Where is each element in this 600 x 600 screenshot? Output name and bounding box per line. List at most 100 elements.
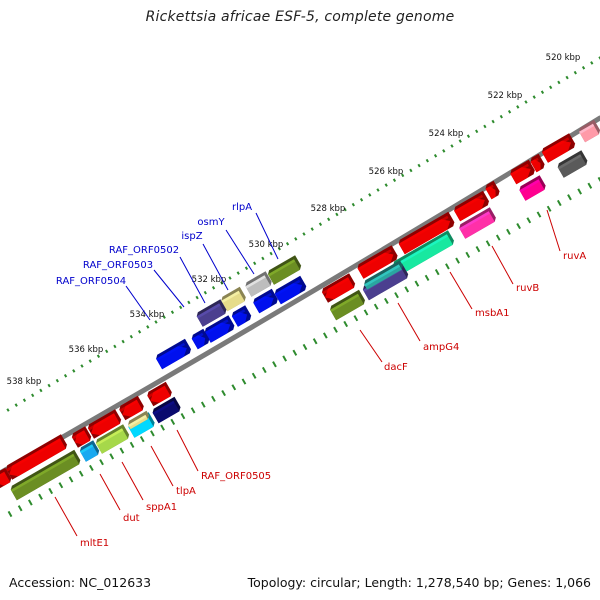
- gene-dut: [79, 440, 100, 462]
- callout-ampG4-leader: [397, 302, 421, 342]
- callout-osmY-label: osmY: [197, 217, 225, 228]
- gene-tlpA-top: [128, 410, 150, 430]
- gene-highlight: [393, 234, 449, 268]
- tick-mark: [363, 309, 369, 316]
- gene-arrow-body: [9, 438, 66, 477]
- tick-mark: [109, 453, 115, 460]
- tick-mark: [7, 510, 13, 518]
- tick-mark: [465, 251, 471, 258]
- gene-highlight: [245, 275, 266, 289]
- gene-red: [119, 395, 144, 421]
- tick-mark: [312, 338, 318, 345]
- tick-mark: [261, 256, 265, 261]
- tick-mark: [433, 153, 438, 158]
- tick-mark: [78, 470, 84, 477]
- tick-mark: [88, 359, 92, 363]
- tick-mark: [179, 305, 183, 310]
- gene-RAF_ORF0505: [152, 396, 181, 424]
- tick-mark: [359, 197, 364, 202]
- tick-mark: [485, 240, 491, 247]
- tick-mark: [458, 139, 462, 143]
- gene-highlight: [364, 264, 401, 287]
- tick-mark: [220, 281, 224, 285]
- tick-mark: [58, 482, 64, 489]
- tick-mark: [195, 295, 199, 300]
- tick-mark: [536, 211, 542, 218]
- scale-label-536: 536 kbp: [69, 345, 104, 355]
- gene-highlight: [519, 179, 540, 193]
- tick-mark: [373, 303, 379, 310]
- tick-mark: [376, 188, 380, 192]
- gene-forward-blue: [253, 288, 278, 314]
- outer-tick-track: [6, 56, 600, 412]
- tick-mark: [302, 232, 306, 236]
- callout-RAF_ORF0504-label: RAF_ORF0504: [56, 276, 126, 287]
- tick-mark: [39, 388, 43, 393]
- scale-label-526: 526 kbp: [369, 167, 404, 177]
- tick-mark: [540, 90, 545, 95]
- gene-box-body: [96, 428, 128, 454]
- tick-mark: [68, 476, 74, 483]
- tick-mark: [466, 134, 471, 139]
- tick-mark: [524, 100, 528, 104]
- tick-mark: [333, 326, 338, 333]
- tick-mark: [475, 246, 481, 253]
- gene-forward-blue: [204, 315, 235, 343]
- gene-arrow-body: [325, 277, 354, 300]
- gene-arrow-body: [454, 198, 485, 222]
- gene-box-body: [152, 400, 180, 424]
- tick-mark: [455, 257, 460, 264]
- tick-mark: [63, 373, 68, 378]
- callout-ruvA-leader: [546, 209, 561, 252]
- gene-box-body: [79, 444, 99, 462]
- gene-mltE1: [10, 449, 81, 501]
- gene-forward-blue: [274, 275, 307, 305]
- callout-tlpA-leader: [150, 445, 174, 487]
- gene-arrow-body: [122, 399, 143, 417]
- tick-mark: [425, 158, 429, 163]
- gene-RAF_ORF0502: [196, 299, 227, 327]
- gene-highlight: [128, 414, 147, 427]
- tick-mark: [187, 300, 191, 305]
- tick-mark: [137, 329, 142, 334]
- gene-highlight: [204, 319, 229, 335]
- gene-arrow-body: [274, 283, 303, 305]
- gene-arrow-body: [150, 385, 171, 403]
- tick-mark: [261, 366, 267, 374]
- scale-label-522: 522 kbp: [488, 91, 523, 101]
- tick-mark: [577, 188, 583, 195]
- gene-highlight: [485, 184, 494, 191]
- tick-mark: [565, 75, 569, 80]
- tick-mark: [180, 413, 186, 420]
- callout-ruvB-label: ruvB: [516, 283, 539, 294]
- gene-features: [0, 119, 600, 501]
- callout-RAF_ORF0502-label: RAF_ORF0502: [109, 245, 179, 256]
- callout-sppA1-leader: [121, 461, 144, 501]
- tick-mark: [55, 378, 59, 383]
- tick-mark: [150, 430, 155, 437]
- gene-dacF: [330, 289, 365, 321]
- gene-arrow-body: [357, 252, 394, 279]
- tick-mark: [72, 369, 76, 373]
- gene-highlight: [156, 342, 186, 361]
- gene-highlight: [96, 428, 124, 446]
- gene-box-body: [245, 275, 271, 297]
- tick-mark: [475, 129, 479, 134]
- tick-mark: [160, 424, 165, 431]
- callout-dacF-label: dacF: [384, 362, 408, 373]
- tick-mark: [450, 144, 454, 148]
- tick-mark: [228, 276, 232, 280]
- tick-mark: [532, 95, 536, 99]
- tick-mark: [549, 85, 553, 90]
- gene-highlight: [119, 399, 138, 412]
- gene-forward-blue: [191, 328, 210, 350]
- tick-mark: [414, 280, 420, 287]
- inner-tick-track: [7, 176, 600, 518]
- gene-box-body: [519, 179, 545, 201]
- tick-mark: [590, 61, 594, 65]
- tick-mark: [384, 183, 388, 187]
- callout-dut-label: dut: [123, 513, 140, 524]
- gene-highlight: [357, 249, 392, 271]
- tick-mark: [80, 364, 84, 368]
- gene-ispZ: [221, 286, 246, 312]
